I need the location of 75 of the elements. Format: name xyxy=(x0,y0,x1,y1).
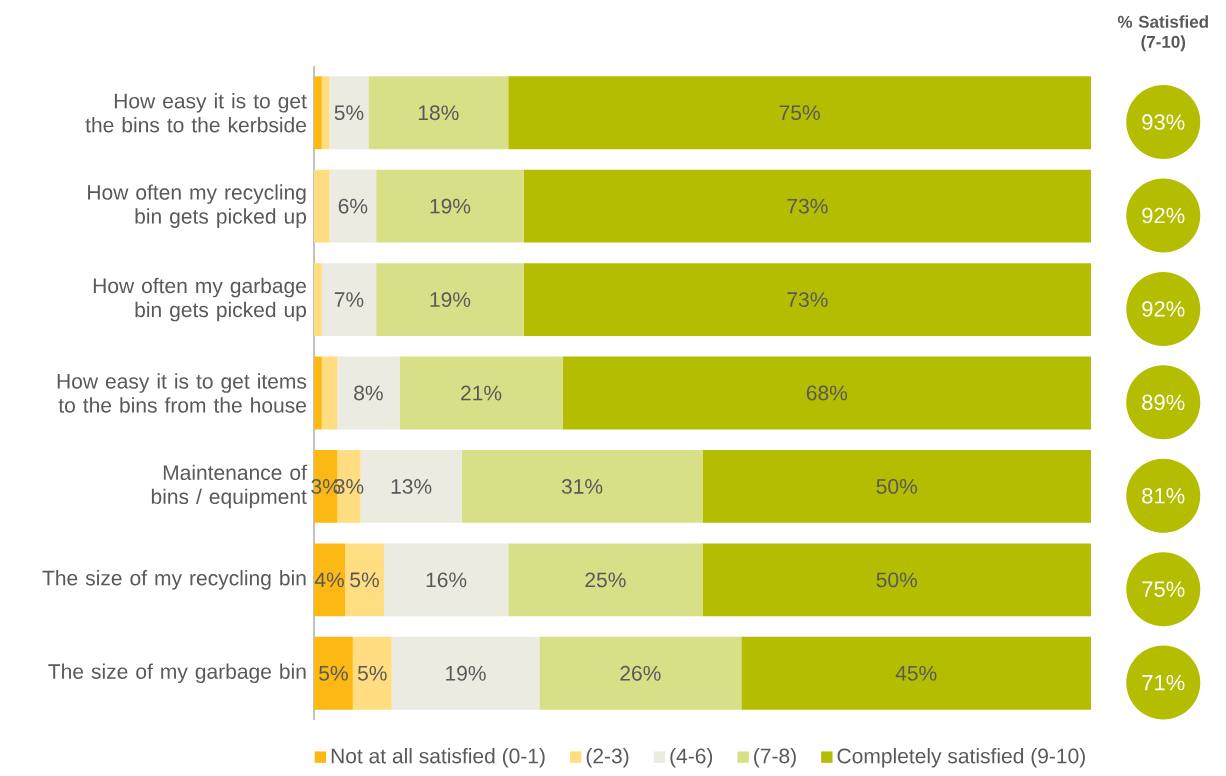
data-label: 21% xyxy=(461,385,502,401)
text: 92% xyxy=(1142,207,1185,224)
y-tick-label: Maintenance of bins / equipment xyxy=(151,464,307,509)
data-label: 50% xyxy=(876,572,917,588)
bar xyxy=(399,356,563,430)
data-label: 5% xyxy=(334,105,364,121)
y-tick-label: How easy it is to get items to the bins from the house xyxy=(57,373,307,413)
bar xyxy=(314,356,322,430)
bar xyxy=(314,543,346,617)
data-label: 75% xyxy=(779,105,820,121)
data-label: 26% xyxy=(620,665,661,681)
text: 71% xyxy=(1142,674,1185,691)
legend-label: (2-3) xyxy=(586,748,629,768)
bar xyxy=(383,543,509,617)
data-label: 68% xyxy=(806,385,848,401)
bar xyxy=(314,263,322,337)
data-label: 7% xyxy=(334,292,364,307)
bar xyxy=(702,543,1091,617)
data-label: 19% xyxy=(446,665,486,681)
data-label: 13% xyxy=(391,479,432,494)
bar xyxy=(345,543,384,617)
data-label: 5% xyxy=(357,665,387,681)
data-label: 19% xyxy=(430,198,471,214)
text: 81% xyxy=(1142,488,1185,504)
data-label: 19% xyxy=(430,292,471,308)
data-label: 50% xyxy=(876,479,917,494)
y-tick-label: How often my garbage bin gets picked up xyxy=(93,277,306,322)
data-label: 18% xyxy=(418,105,459,121)
bar xyxy=(321,76,330,150)
bar xyxy=(539,636,742,710)
legend-label: (4-6) xyxy=(670,748,713,768)
y-tick-label: The size of my recycling bin xyxy=(42,570,306,590)
bar xyxy=(391,636,540,710)
data-label: 45% xyxy=(895,665,937,681)
bar xyxy=(523,169,1091,243)
bar xyxy=(321,356,338,430)
y-tick-label: The size of my garbage bin xyxy=(48,663,306,684)
bar xyxy=(314,636,353,710)
bar xyxy=(461,449,703,523)
bar xyxy=(329,76,369,150)
data-label: 73% xyxy=(787,198,828,214)
bar xyxy=(368,76,509,150)
data-label: 5% xyxy=(350,572,379,588)
data-label: 16% xyxy=(426,572,467,588)
y-tick-label: How often my recycling bin gets picked up xyxy=(88,184,306,228)
legend-label: Completely satisfied (9-10) xyxy=(837,748,1085,768)
bar xyxy=(352,636,392,710)
bar xyxy=(337,356,400,430)
y-tick-label: How easy it is to get the bins to the kerbside xyxy=(85,93,307,133)
data-label: 5% xyxy=(319,665,348,681)
data-label: 73% xyxy=(787,292,828,308)
legend-label: Not at all satisfied (0-1) xyxy=(331,748,545,768)
bar xyxy=(314,169,330,243)
text: % Satisfied (7-10) xyxy=(1117,15,1208,52)
text: 89% xyxy=(1142,394,1185,411)
text: 75% xyxy=(1142,581,1185,597)
data-label: 25% xyxy=(585,572,626,588)
data-label: 6% xyxy=(338,198,368,214)
bar xyxy=(523,263,1091,337)
data-label: 4% xyxy=(314,572,344,588)
data-label: 8% xyxy=(354,385,383,401)
bar xyxy=(562,356,1091,430)
bar xyxy=(508,76,1091,150)
bar xyxy=(376,263,524,337)
text: 92% xyxy=(1142,301,1185,317)
data-label: 31% xyxy=(561,479,603,494)
bar xyxy=(508,543,703,617)
text: 93% xyxy=(1142,114,1185,130)
bar xyxy=(314,76,322,150)
legend-label: (7-8) xyxy=(754,748,796,768)
bar xyxy=(321,263,377,337)
bar xyxy=(702,449,1091,523)
bar xyxy=(376,169,524,243)
bar xyxy=(329,169,377,243)
bar xyxy=(741,636,1091,710)
